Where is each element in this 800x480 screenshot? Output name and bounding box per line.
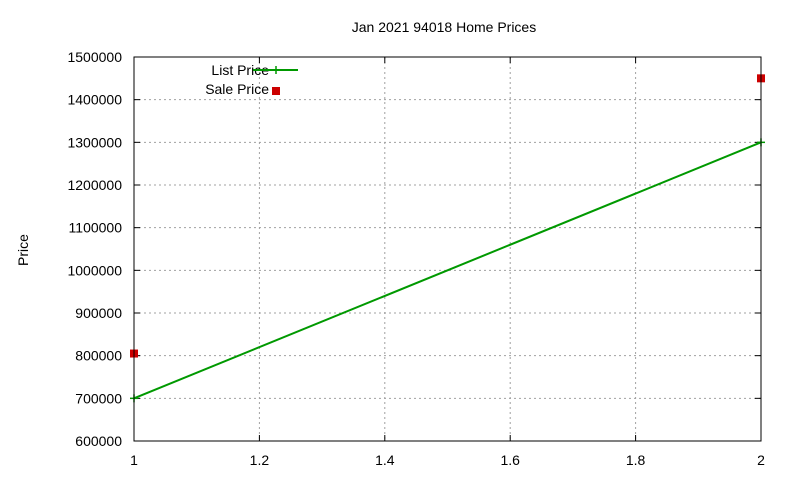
y-tick-label: 1500000 bbox=[67, 49, 122, 65]
x-tick-label: 1.6 bbox=[500, 452, 520, 468]
tick-layer: 1 1.2 1.4 1.6 1.8 2 600000 700000 800000 900000 10… bbox=[67, 49, 765, 468]
y-tick-label: 900000 bbox=[75, 305, 122, 321]
x-tick-label: 1.2 bbox=[250, 452, 270, 468]
y-tick-label: 1100000 bbox=[69, 220, 123, 236]
y-tick-label: 700000 bbox=[75, 390, 122, 406]
legend-swatch-sale-price bbox=[272, 87, 280, 95]
chart-title: Jan 2021 94018 Home Prices bbox=[352, 19, 536, 35]
y-tick-label: 800000 bbox=[75, 348, 122, 364]
legend: List Price Sale Price bbox=[205, 62, 298, 97]
y-tick-label: 1300000 bbox=[67, 134, 122, 150]
list-price-line bbox=[133, 141, 762, 400]
x-tick-label: 1.4 bbox=[375, 452, 395, 468]
plot-frame bbox=[133, 56, 762, 442]
legend-marker-list-price bbox=[272, 66, 280, 74]
x-tick-label: 2 bbox=[757, 452, 765, 468]
series-layer bbox=[130, 74, 765, 403]
legend-label-list-price: List Price bbox=[211, 62, 269, 78]
x-tick-label: 1 bbox=[130, 452, 138, 468]
legend-label-sale-price: Sale Price bbox=[205, 81, 269, 97]
y-tick-label: 1400000 bbox=[67, 92, 122, 108]
y-tick-label: 600000 bbox=[75, 433, 122, 449]
y-axis-label: Price bbox=[15, 234, 31, 266]
grid-layer bbox=[134, 57, 761, 441]
x-tick-label: 1.8 bbox=[626, 452, 646, 468]
y-tick-label: 1200000 bbox=[67, 177, 122, 193]
y-tick-label: 1000000 bbox=[67, 262, 122, 278]
